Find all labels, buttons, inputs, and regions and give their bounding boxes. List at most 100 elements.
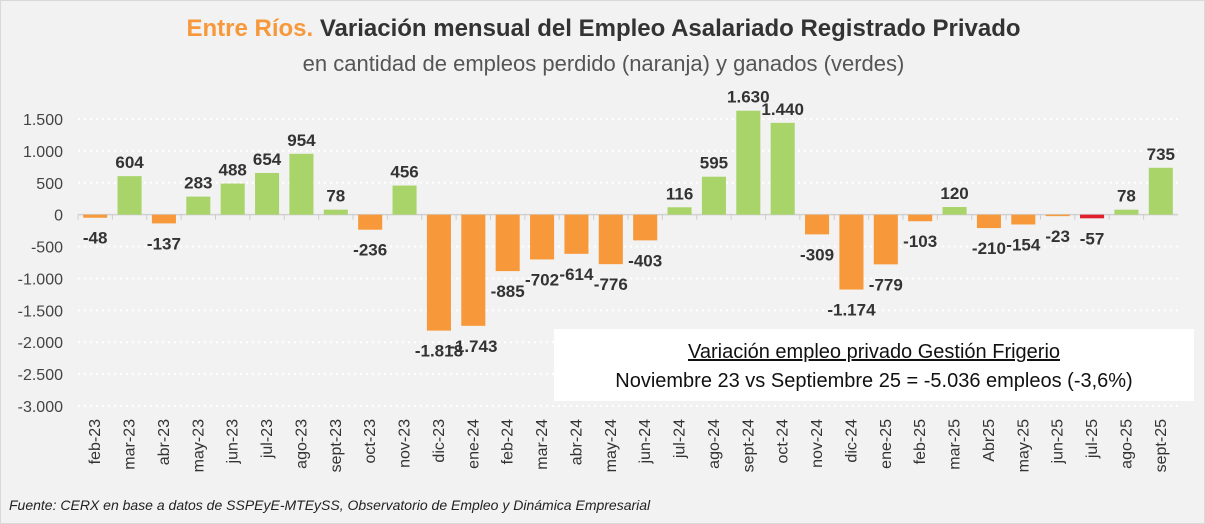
data-label: -403 xyxy=(628,251,662,270)
data-label: -103 xyxy=(903,232,937,251)
data-label: -1.743 xyxy=(449,337,497,356)
bar-ene-24 xyxy=(461,214,486,326)
data-label: -154 xyxy=(1006,235,1041,254)
x-tick-label: feb-23 xyxy=(87,419,104,464)
data-label: -779 xyxy=(869,275,903,294)
bar-mar-24 xyxy=(530,214,555,260)
y-tick-label: 500 xyxy=(36,176,63,193)
data-label: -776 xyxy=(594,275,628,294)
data-label: -1.818 xyxy=(415,342,463,361)
data-label: -702 xyxy=(525,270,559,289)
x-tick-label: may-24 xyxy=(603,419,620,472)
x-tick-label: nov-24 xyxy=(809,419,826,468)
bar-may-25 xyxy=(1011,214,1036,225)
x-tick-label: ago-25 xyxy=(1118,419,1135,469)
data-label: -48 xyxy=(83,229,108,248)
bar-ago-25 xyxy=(1114,209,1139,215)
x-tick-label: oct-23 xyxy=(362,419,379,464)
y-tick-label: 1.500 xyxy=(23,112,63,129)
bar-may-23 xyxy=(186,196,211,215)
bar-jun-25 xyxy=(1045,214,1070,217)
bar-sept-25 xyxy=(1148,167,1173,215)
data-label: 488 xyxy=(219,161,247,180)
annotation-box: Variación empleo privado Gestión Frigeri… xyxy=(554,329,1194,401)
bar-feb-24 xyxy=(495,214,520,272)
data-label: 654 xyxy=(253,150,282,169)
bar-nov-23 xyxy=(392,185,417,215)
bar-jun-24 xyxy=(633,214,658,241)
data-label: 1.440 xyxy=(761,100,804,119)
bar-sept-24 xyxy=(736,110,761,215)
data-label: 116 xyxy=(666,184,693,203)
data-label: 604 xyxy=(115,153,144,172)
y-tick-label: -2.500 xyxy=(18,367,63,384)
x-tick-label: sept-25 xyxy=(1153,419,1170,472)
data-label: 78 xyxy=(326,187,345,206)
chart-subtitle: en cantidad de empleos perdido (naranja)… xyxy=(302,51,905,76)
data-label: -309 xyxy=(800,245,834,264)
bar-nov-24 xyxy=(805,214,830,235)
data-label: 456 xyxy=(390,163,418,182)
bar-abr-23 xyxy=(151,214,176,224)
data-label: 1.630 xyxy=(727,88,770,107)
annotation-text: Noviembre 23 vs Septiembre 25 = -5.036 e… xyxy=(615,370,1133,392)
x-tick-label: ago-23 xyxy=(293,419,310,469)
bar-jul-24 xyxy=(667,207,692,215)
x-tick-label: jun-25 xyxy=(1050,419,1067,465)
y-tick-label: -2.000 xyxy=(18,335,63,352)
x-tick-label: may-25 xyxy=(1015,419,1032,472)
x-tick-label: ene-25 xyxy=(878,419,895,469)
x-tick-label: jun-23 xyxy=(225,419,242,465)
bar-jul-23 xyxy=(255,172,280,215)
bar-mar-25 xyxy=(942,207,967,215)
data-label: 595 xyxy=(700,154,728,173)
x-tick-label: mar-24 xyxy=(534,419,551,470)
data-label: -137 xyxy=(147,234,181,253)
data-label: -236 xyxy=(353,241,387,260)
y-tick-label: 1.000 xyxy=(23,144,63,161)
x-tick-label: dic-24 xyxy=(843,419,860,463)
x-tick-label: nov-23 xyxy=(397,419,414,468)
data-label: -885 xyxy=(491,282,525,301)
x-tick-label: jul-25 xyxy=(1084,419,1101,459)
x-tick-label: ago-24 xyxy=(706,419,723,469)
x-tick-label: feb-25 xyxy=(912,419,929,464)
x-tick-label: dic-23 xyxy=(431,419,448,463)
y-tick-label: -500 xyxy=(31,240,63,257)
data-label: 78 xyxy=(1117,187,1136,206)
bar-jun-23 xyxy=(220,183,245,215)
bar-jul-25 xyxy=(1080,214,1105,219)
data-label: -614 xyxy=(559,265,594,284)
data-label: -57 xyxy=(1080,229,1105,248)
bar-dic-24 xyxy=(839,214,864,290)
source-note: Fuente: CERX en base a datos de SSPEyE-M… xyxy=(9,497,651,513)
data-label: 954 xyxy=(287,131,316,150)
x-tick-label: mar-25 xyxy=(947,419,964,470)
data-label: -210 xyxy=(972,239,1006,258)
bar-abr-24 xyxy=(564,214,589,254)
x-tick-label: jul-23 xyxy=(259,419,276,459)
data-label: -1.174 xyxy=(827,301,876,320)
x-tick-label: sept-23 xyxy=(328,419,345,472)
x-tick-label: feb-24 xyxy=(500,419,517,464)
annotation-title: Variación empleo privado Gestión Frigeri… xyxy=(687,341,1061,363)
bar-ene-25 xyxy=(873,214,898,265)
y-tick-label: -1.000 xyxy=(18,271,63,288)
bar-sept-23 xyxy=(323,209,348,215)
x-tick-label: abr-24 xyxy=(568,419,585,465)
bar-feb-25 xyxy=(908,214,933,222)
chart-title: Entre Ríos. Variación mensual del Empleo… xyxy=(1,15,1204,43)
x-tick-label: jun-24 xyxy=(637,419,654,465)
y-tick-label: 0 xyxy=(54,208,63,225)
x-tick-label: oct-24 xyxy=(775,419,792,464)
x-tick-label: abr-23 xyxy=(156,419,173,465)
title-text: Variación mensual del Empleo Asalariado … xyxy=(319,15,1021,42)
bar-Abr25 xyxy=(976,214,1001,229)
x-tick-label: Abr25 xyxy=(981,419,998,462)
data-label: -23 xyxy=(1045,227,1070,246)
x-tick-label: jul-24 xyxy=(672,419,689,459)
x-tick-label: sept-24 xyxy=(740,419,757,472)
bar-may-24 xyxy=(598,214,623,265)
